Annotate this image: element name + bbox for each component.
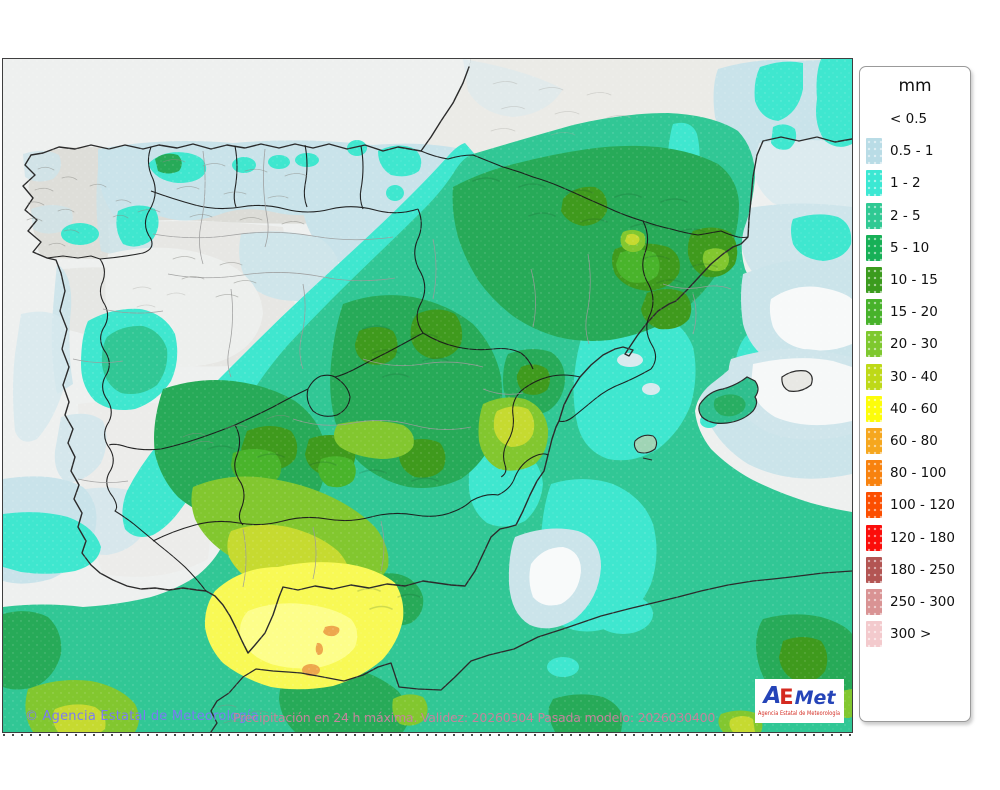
legend-swatch <box>866 556 882 583</box>
legend-row: 10 - 15 <box>860 264 970 296</box>
legend-label: 0.5 - 1 <box>890 143 934 160</box>
legend-row: 20 - 30 <box>860 328 970 360</box>
legend-swatch <box>866 492 882 519</box>
legend-row: 80 - 100 <box>860 457 970 489</box>
legend-swatch <box>866 427 882 454</box>
aemet-wordmark: A E Met <box>763 685 835 708</box>
legend-label: 180 - 250 <box>890 561 955 578</box>
legend-label: 20 - 30 <box>890 336 938 353</box>
legend-row: 5 - 10 <box>860 232 970 264</box>
legend-label: < 0.5 <box>890 111 928 128</box>
legend-row: 0.5 - 1 <box>860 135 970 167</box>
legend-swatch <box>866 202 882 229</box>
legend-label: 80 - 100 <box>890 465 947 482</box>
logo-caption: Agencia Estatal de Meteorología <box>758 710 841 717</box>
logo-letter-e: E <box>779 685 794 709</box>
aemet-logo: A E Met Agencia Estatal de Meteorología <box>755 679 844 723</box>
legend-swatch <box>866 621 882 648</box>
legend-row: 30 - 40 <box>860 361 970 393</box>
legend-label: 120 - 180 <box>890 529 955 546</box>
legend-row: 300 > <box>860 618 970 650</box>
legend-row: 100 - 120 <box>860 489 970 521</box>
legend-label: 30 - 40 <box>890 368 938 385</box>
legend-swatch <box>866 588 882 615</box>
legend-swatch <box>866 234 882 261</box>
legend-swatch <box>866 331 882 358</box>
map-frame <box>2 58 853 733</box>
legend-label: 60 - 80 <box>890 432 938 449</box>
precipitation-legend: mm < 0.5 0.5 - 1 1 - 2 2 - 5 5 - 10 10 - 15 15… <box>859 66 971 722</box>
legend-label: 250 - 300 <box>890 593 955 610</box>
legend-label: 40 - 60 <box>890 400 938 417</box>
legend-row: 60 - 80 <box>860 425 970 457</box>
legend-row: 40 - 60 <box>860 393 970 425</box>
legend-row: 15 - 20 <box>860 296 970 328</box>
legend-row: 1 - 2 <box>860 167 970 199</box>
map-bottom-ticks <box>3 734 852 736</box>
legend-row: 120 - 180 <box>860 521 970 553</box>
legend-swatch <box>866 170 882 197</box>
legend-row: < 0.5 <box>860 103 970 135</box>
legend-label: 300 > <box>890 626 932 643</box>
legend-swatch <box>866 460 882 487</box>
legend-row: 250 - 300 <box>860 586 970 618</box>
logo-letters-met: Met <box>794 687 836 709</box>
precipitation-map-image <box>3 59 852 732</box>
legend-swatch <box>866 395 882 422</box>
legend-label: 5 - 10 <box>890 239 930 256</box>
legend-swatch <box>866 363 882 390</box>
legend-label: 100 - 120 <box>890 497 955 514</box>
logo-letter-a: A <box>763 683 782 709</box>
legend-label: 1 - 2 <box>890 175 921 192</box>
legend-entries: < 0.5 0.5 - 1 1 - 2 2 - 5 5 - 10 10 - 15 15 - … <box>860 103 970 650</box>
legend-row: 180 - 250 <box>860 554 970 586</box>
legend-swatch <box>866 138 882 165</box>
legend-swatch <box>866 524 882 551</box>
legend-title: mm <box>898 76 932 96</box>
legend-swatch <box>866 299 882 326</box>
legend-label: 2 - 5 <box>890 207 921 224</box>
legend-swatch <box>866 267 882 294</box>
legend-label: 10 - 15 <box>890 272 938 289</box>
legend-label: 15 - 20 <box>890 304 938 321</box>
legend-row: 2 - 5 <box>860 200 970 232</box>
